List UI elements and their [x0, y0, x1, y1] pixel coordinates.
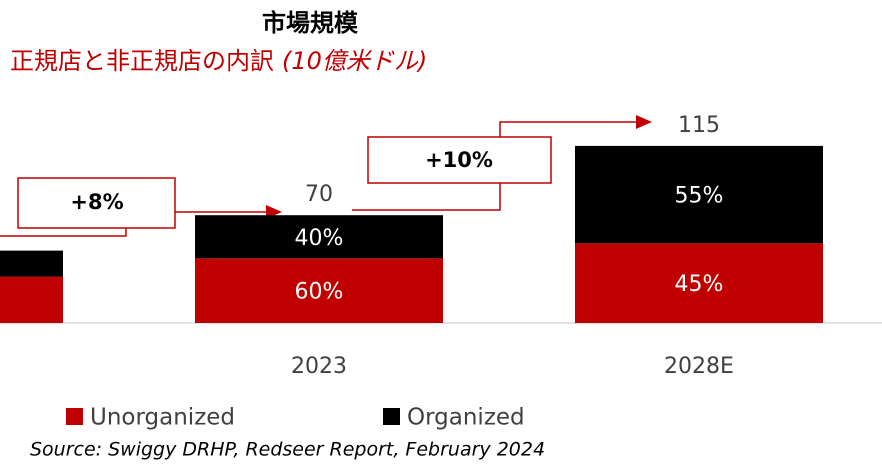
chart-title: 市場規模: [262, 9, 359, 37]
total-label: 70: [305, 182, 333, 207]
growth-connector: [0, 228, 127, 237]
bar-segment: [195, 215, 443, 259]
subtitle-text: 正規店と非正規店の内訳: [10, 47, 274, 75]
segment-label: 55%: [675, 184, 724, 209]
total-label: 115: [678, 113, 720, 138]
growth-arrow: [499, 121, 638, 137]
segment-label: 60%: [295, 280, 344, 305]
subtitle-unit: (10億米ドル): [282, 47, 427, 75]
legend-swatch: [383, 408, 400, 425]
growth-connector: [352, 183, 501, 211]
legend-swatch: [66, 408, 83, 425]
segment-label: 40%: [295, 226, 344, 251]
legend-label: Unorganized: [90, 405, 235, 431]
growth-label: +8%: [70, 190, 123, 214]
growth-box: [367, 136, 552, 184]
bar-segment: [0, 276, 63, 323]
segment-label: 45%: [675, 272, 724, 297]
bar-segment: [575, 243, 823, 323]
x-tick-label: 2023: [291, 354, 347, 379]
bar-segment: [195, 258, 443, 323]
source: Source: Swiggy DRHP, Redseer Report, Feb…: [30, 439, 545, 461]
arrow-head: [636, 115, 652, 129]
chart-subtitle: 正規店と非正規店の内訳 (10億米ドル): [10, 47, 427, 75]
bar-segment: [0, 250, 63, 277]
growth-label: +10%: [425, 148, 493, 172]
x-tick-label: 2028E: [664, 354, 734, 379]
legend-label: Organized: [407, 405, 525, 431]
bar-segment: [575, 145, 823, 244]
growth-box: [17, 177, 176, 229]
